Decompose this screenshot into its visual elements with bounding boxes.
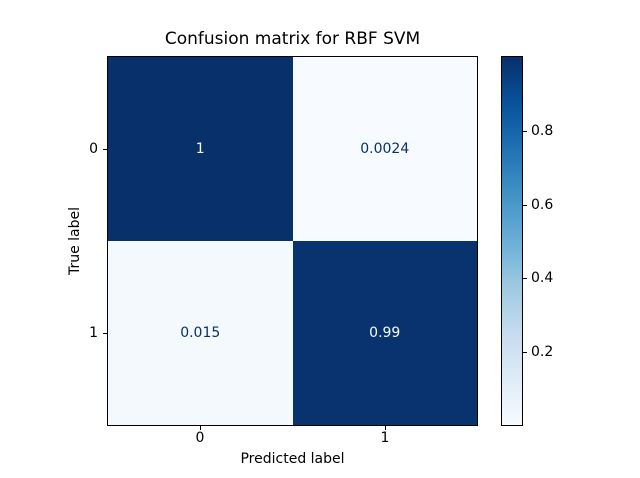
x-tick-label-1: 1 [380,430,390,446]
y-axis-tick-0 [103,149,107,150]
colorbar-tick-0.6 [523,205,527,206]
y-tick-label-1: 1 [89,325,98,341]
heatmap-cell-r1c1: 0.99 [292,241,477,425]
y-axis-tick-1 [103,333,107,334]
x-axis-label: Predicted label [240,451,345,467]
heatmap-cell-r0c1: 0.0024 [292,57,477,241]
x-axis-tick-1 [385,426,386,430]
colorbar-tick-label-0.4: 0.4 [531,270,554,286]
heatmap-axes: 1 0.0024 0.015 0.99 [107,56,478,426]
cell-value-label: 0.99 [369,325,401,341]
x-axis-tick-0 [200,426,201,430]
colorbar-tick-0.8 [523,131,527,132]
colorbar-tick-label-0.8: 0.8 [531,123,554,139]
heatmap-cell-r1c0: 0.015 [108,241,293,425]
chart-title: Confusion matrix for RBF SVM [164,29,421,49]
cell-value-label: 0.0024 [360,141,410,157]
colorbar [501,56,523,426]
colorbar-tick-0.4 [523,278,527,279]
y-axis-label: True label [67,206,83,276]
colorbar-tick-0.2 [523,352,527,353]
cell-value-label: 1 [195,141,205,157]
colorbar-tick-label-0.6: 0.6 [531,197,554,213]
y-tick-label-0: 0 [89,141,98,157]
heatmap-cell-r0c0: 1 [108,57,293,241]
colorbar-tick-label-0.2: 0.2 [531,344,554,360]
cell-value-label: 0.015 [180,325,221,341]
x-tick-label-0: 0 [195,430,205,446]
